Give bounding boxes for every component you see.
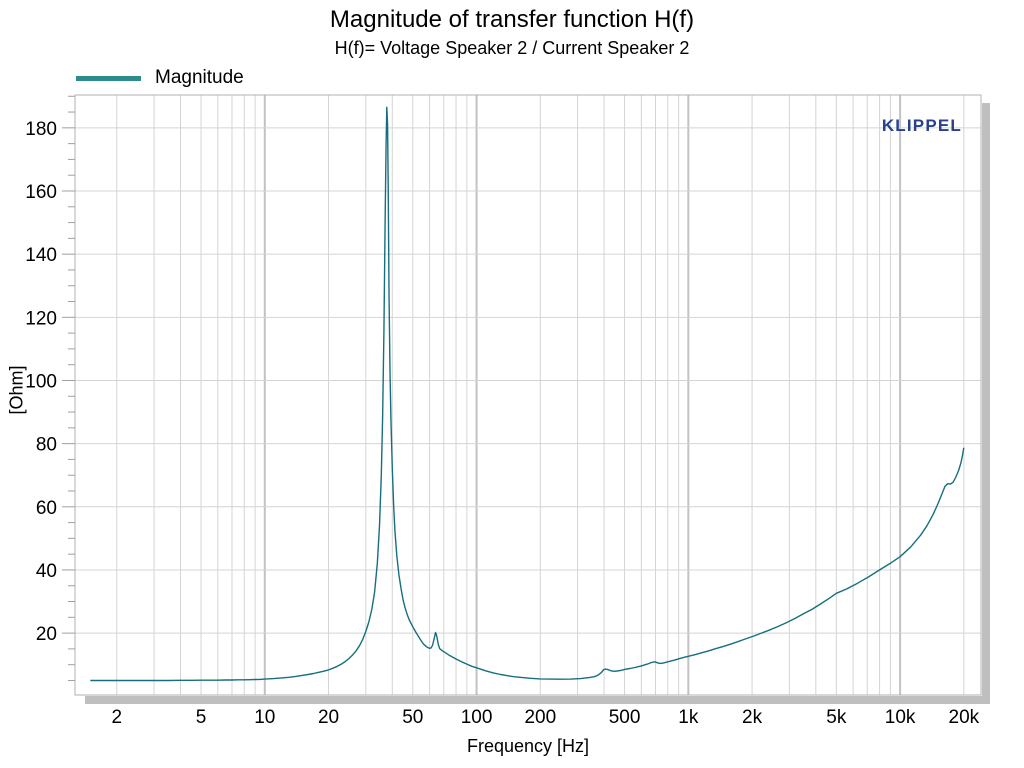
y-tick-label: 120 (25, 308, 57, 329)
x-tick-label: 5k (826, 707, 847, 728)
magnitude-curve (90, 106, 965, 682)
x-tick-label: 50 (402, 707, 423, 728)
legend: Magnitude (76, 67, 244, 88)
klippel-watermark: KLIPPEL (882, 116, 962, 135)
chart-subtitle: H(f)= Voltage Speaker 2 / Current Speake… (334, 38, 690, 58)
x-tick-label: 20k (949, 707, 980, 728)
x-tick-label: 10 (254, 707, 275, 728)
x-tick-label: 10k (885, 707, 916, 728)
x-tick-label: 20 (318, 707, 339, 728)
x-tick-label: 200 (524, 707, 556, 728)
plot-frame (74, 94, 982, 696)
x-tick-label: 100 (461, 707, 493, 728)
legend-line-swatch (76, 75, 141, 81)
plot-shadow-bottom (85, 696, 990, 704)
legend-label: Magnitude (155, 67, 244, 88)
x-tick-label: 2k (742, 707, 763, 728)
plot-shadow-right (982, 103, 990, 704)
y-tick-label: 60 (36, 498, 57, 519)
chart-title: Magnitude of transfer function H(f) (329, 6, 695, 33)
y-tick-label: 160 (25, 182, 57, 203)
plot-background (75, 95, 981, 695)
x-tick-label: 2 (111, 707, 122, 728)
y-tick-label: 100 (25, 371, 57, 392)
y-tick-label: 140 (25, 245, 57, 266)
x-tick-label: 1k (678, 707, 699, 728)
y-tick-label: 20 (36, 624, 57, 645)
y-tick-label: 180 (25, 119, 57, 140)
x-tick-label: 500 (609, 707, 641, 728)
x-axis-title: Frequency [Hz] (466, 736, 590, 756)
y-tick-label: 80 (36, 435, 57, 456)
x-tick-label: 5 (196, 707, 207, 728)
y-tick-label: 40 (36, 561, 57, 582)
